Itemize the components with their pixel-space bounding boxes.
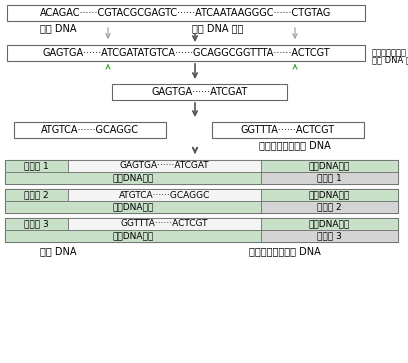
Bar (5, 160, 68, 172)
Text: 前引物 2: 前引物 2 (24, 191, 49, 200)
Bar (261, 160, 398, 172)
Text: 互补DNA序列: 互补DNA序列 (112, 174, 154, 183)
Text: GGTTTA······ACTCGT: GGTTTA······ACTCGT (241, 125, 335, 135)
Text: GAGTGA······ATCGAT: GAGTGA······ATCGAT (151, 87, 248, 97)
Bar (5, 160, 398, 184)
Bar (5, 201, 261, 213)
Bar (5, 218, 68, 230)
Bar (5, 218, 398, 242)
Text: GAGTGA······ATCGAT: GAGTGA······ATCGAT (120, 162, 209, 171)
Text: 后引物 1: 后引物 1 (317, 174, 342, 183)
Bar (261, 172, 398, 184)
Text: 互补DNA序列: 互补DNA序列 (112, 203, 154, 212)
Bar (5, 189, 68, 201)
Text: 连接引物后的密文 DNA: 连接引物后的密文 DNA (249, 246, 321, 256)
Text: 互补DNA序列: 互补DNA序列 (112, 232, 154, 241)
Bar (7, 45, 365, 61)
Text: 前引物 1: 前引物 1 (24, 162, 49, 171)
Bar (261, 230, 398, 242)
Bar (7, 5, 365, 21)
Bar (212, 122, 364, 138)
Bar (261, 218, 398, 230)
Bar (5, 230, 261, 242)
Text: 换后 DNA 序列: 换后 DNA 序列 (372, 55, 408, 64)
Bar (261, 189, 398, 201)
Text: 前引物 3: 前引物 3 (24, 220, 49, 228)
Bar (5, 172, 261, 184)
Text: 采用补充规则转: 采用补充规则转 (372, 48, 407, 57)
Text: 互补DNA序列: 互补DNA序列 (309, 162, 350, 171)
Bar (5, 189, 398, 213)
Text: 分割后的三段密文 DNA: 分割后的三段密文 DNA (259, 140, 331, 150)
Bar (68, 218, 261, 230)
Text: 原始 DNA 序列: 原始 DNA 序列 (192, 23, 244, 33)
Text: 双链 DNA: 双链 DNA (40, 246, 76, 256)
Text: GAGTGA······ATCGATATGTCA······GCAGGCGGTTTA······ACTCGT: GAGTGA······ATCGATATGTCA······GCAGGCGGTT… (42, 48, 330, 58)
Bar (112, 84, 287, 100)
Text: GGTTTA······ACTCGT: GGTTTA······ACTCGT (121, 220, 208, 228)
Text: ACAGAC······CGTACGCGAGTC······ATCAATAAGGGC······CTGTAG: ACAGAC······CGTACGCGAGTC······ATCAATAAGG… (40, 8, 332, 18)
Bar (68, 160, 261, 172)
Text: 互补DNA序列: 互补DNA序列 (309, 191, 350, 200)
Bar (261, 201, 398, 213)
Bar (14, 122, 166, 138)
Text: 互补DNA序列: 互补DNA序列 (309, 220, 350, 228)
Text: 后引物 2: 后引物 2 (317, 203, 342, 212)
Text: ATGTCA······GCAGGC: ATGTCA······GCAGGC (41, 125, 139, 135)
Bar (68, 189, 261, 201)
Text: 后引物 3: 后引物 3 (317, 232, 342, 241)
Text: 单链 DNA: 单链 DNA (40, 23, 76, 33)
Text: ATGTCA······GCAGGC: ATGTCA······GCAGGC (119, 191, 210, 200)
